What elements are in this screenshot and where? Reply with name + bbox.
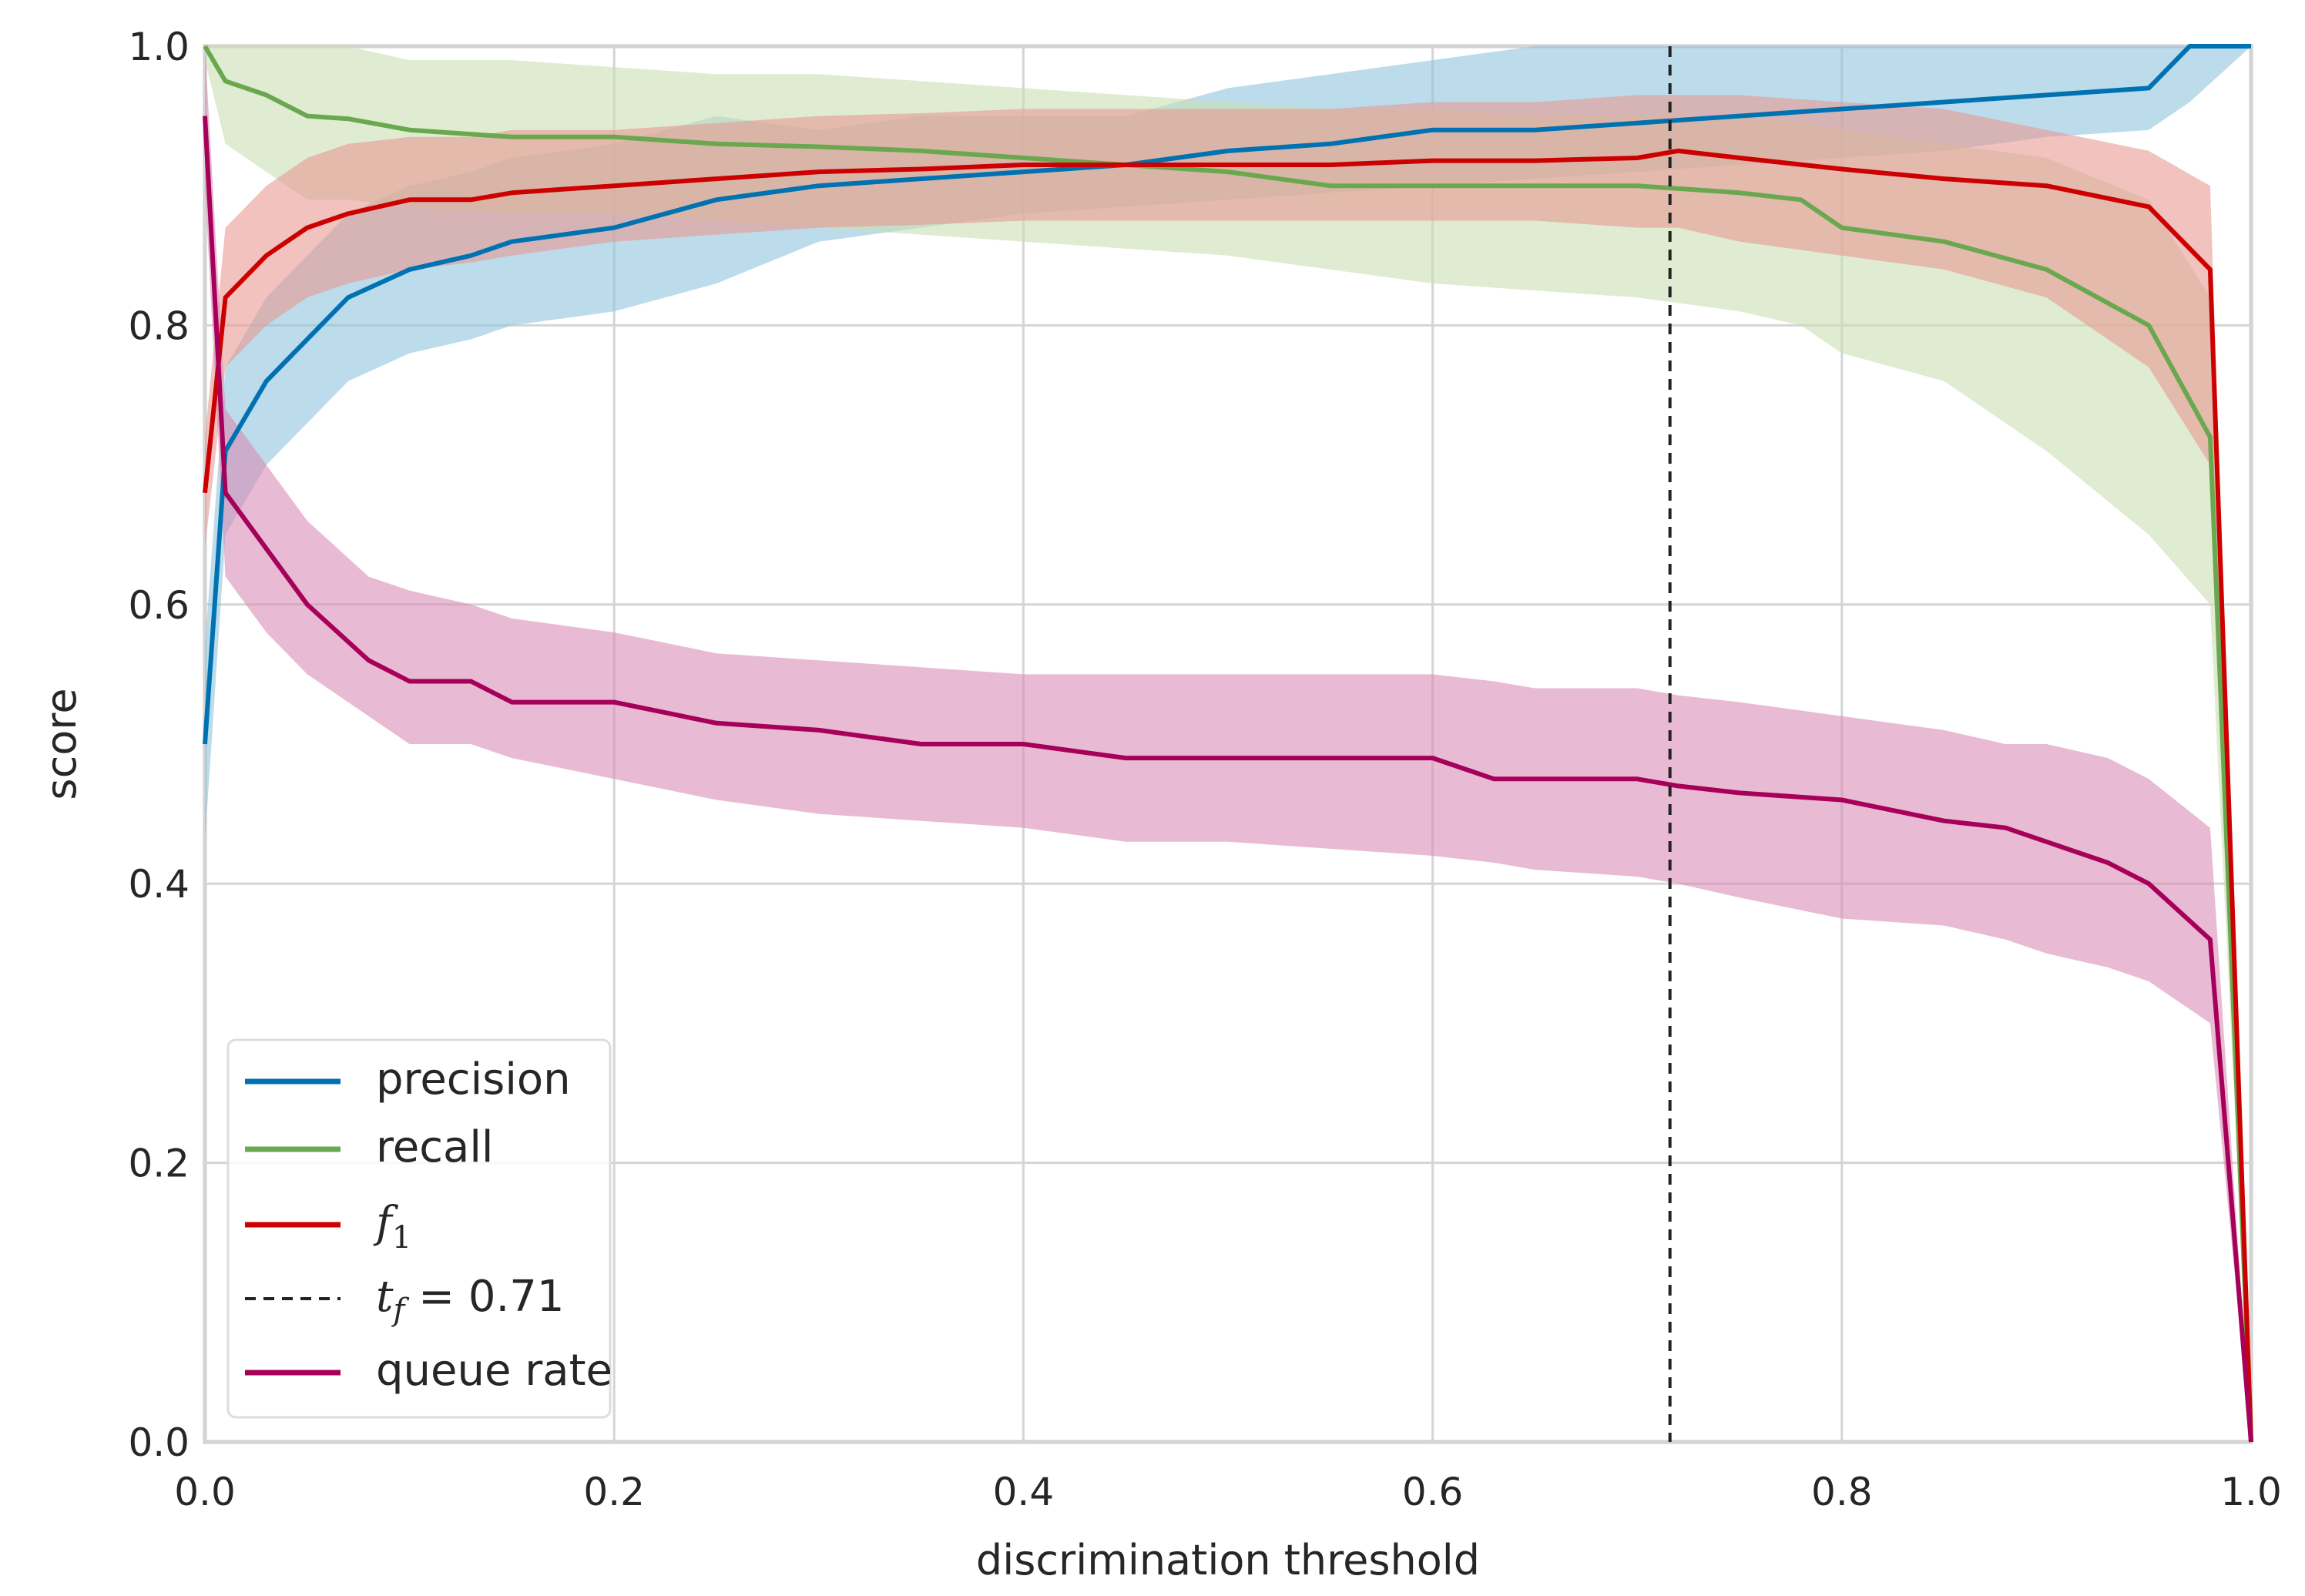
y-tick-label: 0.8	[128, 303, 190, 348]
recall-line	[203, 45, 2253, 1443]
legend-label-f1-sub: 1	[392, 1220, 411, 1256]
precision-band	[205, 46, 2251, 842]
queue-rate-band	[205, 46, 2251, 1442]
f1-line	[203, 148, 2253, 1443]
legend-label-recall: recall	[376, 1122, 493, 1172]
x-axis-label: discrimination threshold	[976, 1536, 1480, 1584]
legend: precision recall f1 tf = 0.71 queue rate	[226, 1038, 612, 1419]
y-tick-label: 1.0	[128, 25, 190, 69]
legend-threshold-symbol: t	[376, 1272, 394, 1322]
y-axis-label: score	[37, 688, 86, 800]
x-tick-labels: 0.0 0.2 0.4 0.6 0.8 1.0	[174, 1470, 2282, 1514]
legend-label-threshold: tf = 0.71	[376, 1272, 565, 1328]
x-tick-label: 0.6	[1402, 1470, 1464, 1514]
y-tick-labels: 0.0 0.2 0.4 0.6 0.8 1.0	[128, 25, 190, 1465]
x-tick-label: 0.2	[583, 1470, 645, 1514]
y-tick-label: 0.6	[128, 583, 190, 628]
x-tick-label: 0.4	[993, 1470, 1055, 1514]
legend-label-precision: precision	[376, 1054, 571, 1105]
legend-frame	[226, 1038, 612, 1419]
x-tick-label: 0.0	[174, 1470, 236, 1514]
legend-label-queue-rate: queue rate	[376, 1346, 612, 1396]
x-tick-label: 1.0	[2220, 1470, 2282, 1514]
y-tick-label: 0.4	[128, 862, 190, 907]
y-tick-label: 0.0	[128, 1420, 190, 1465]
precision-line	[203, 44, 2251, 745]
f1-band	[205, 95, 2251, 1442]
x-tick-label: 0.8	[1811, 1470, 1873, 1514]
queue-rate-line	[203, 116, 2253, 1443]
legend-threshold-value: = 0.71	[404, 1272, 564, 1322]
y-tick-label: 0.2	[128, 1142, 190, 1186]
series-lines	[203, 44, 2253, 1443]
